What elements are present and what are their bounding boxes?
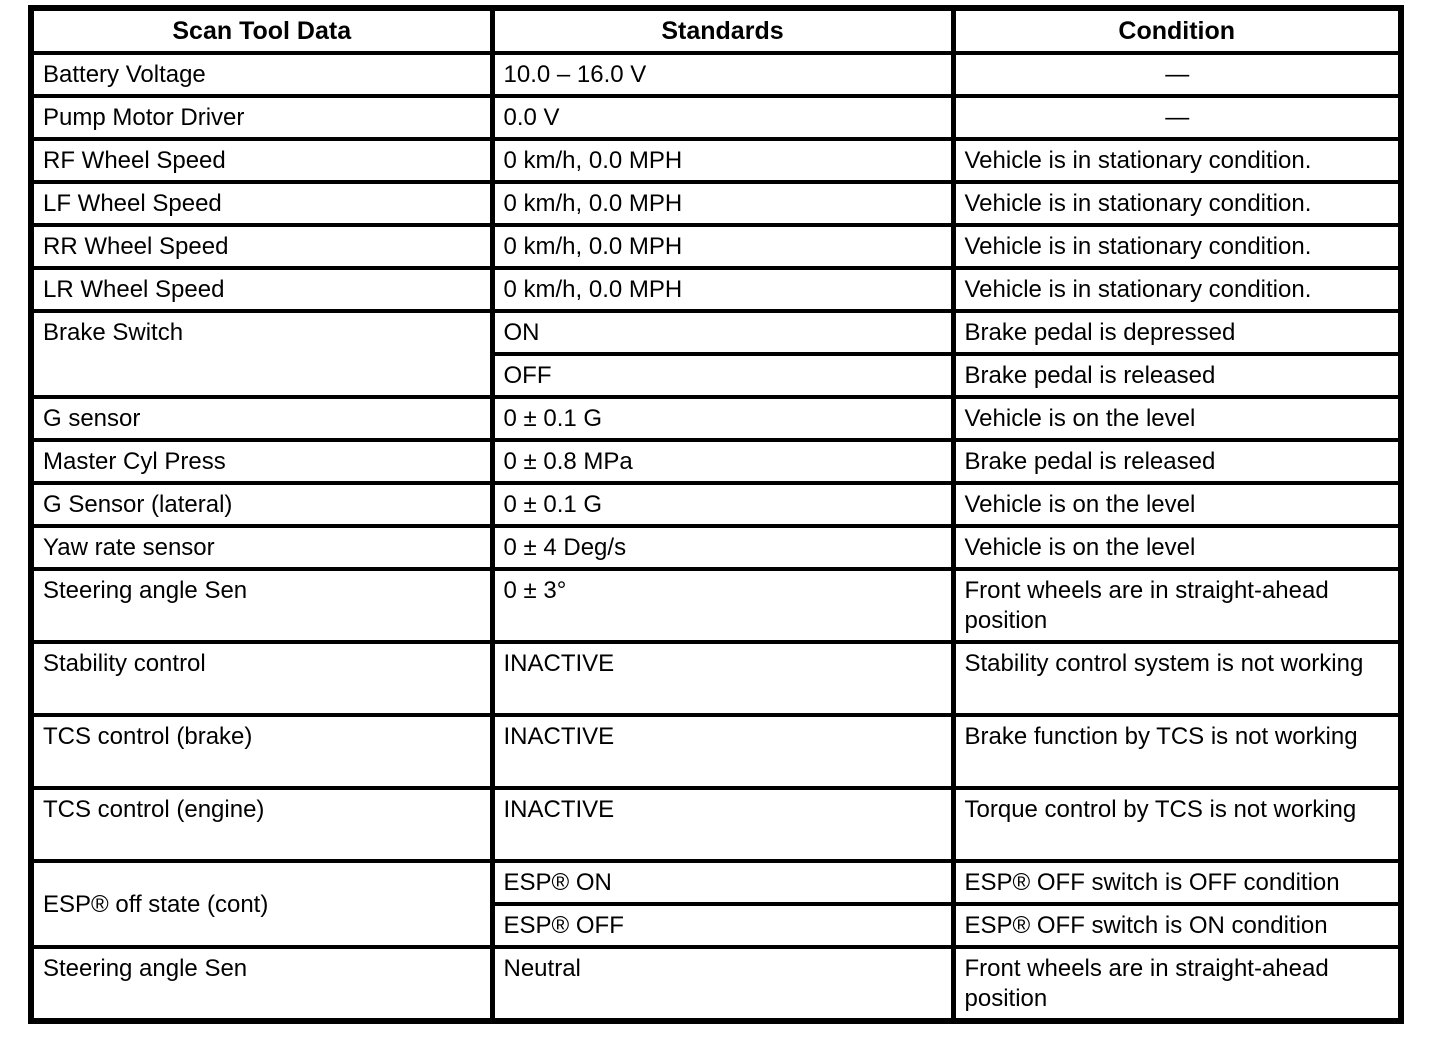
cell-standard: Neutral: [489, 945, 956, 1023]
cell-standard: 0 ± 0.1 G: [489, 395, 956, 442]
cell-data: TCS control (brake): [28, 713, 495, 790]
table-row-esp-off-state-off: ESP® OFF ESP® OFF switch is ON condition: [31, 902, 1404, 949]
table-row-lf-wheel-speed: LF Wheel Speed 0 km/h, 0.0 MPH Vehicle i…: [28, 180, 1404, 227]
cell-condition: Front wheels are in straight-ahead posit…: [950, 945, 1404, 1023]
header-standards: Standards: [489, 6, 956, 55]
scan-tool-data-table: Scan Tool Data Standards Condition Batte…: [28, 5, 1404, 1024]
cell-standard: ESP® OFF: [489, 902, 956, 949]
cell-condition: Brake pedal is released: [950, 352, 1404, 399]
cell-standard: OFF: [489, 352, 956, 399]
header-condition: Condition: [950, 6, 1404, 55]
cell-condition: Torque control by TCS is not working: [950, 786, 1404, 863]
table-row-brake-switch-off: OFF Brake pedal is released: [31, 352, 1404, 399]
table-row-battery-voltage: Battery Voltage 10.0 – 16.0 V —: [28, 51, 1404, 98]
table-row-g-sensor: G sensor 0 ± 0.1 G Vehicle is on the lev…: [28, 395, 1404, 442]
table-header-row: Scan Tool Data Standards Condition: [28, 6, 1404, 55]
cell-condition: Vehicle is on the level: [950, 524, 1404, 571]
cell-condition: Vehicle is in stationary condition.: [950, 137, 1404, 184]
cell-standard: 0 km/h, 0.0 MPH: [489, 266, 956, 313]
table-row-esp-off-state-on: ESP® off state (cont) ESP® ON ESP® OFF s…: [28, 859, 1404, 949]
table-row-steering-angle-sen: Steering angle Sen 0 ± 3° Front wheels a…: [28, 567, 1404, 644]
cell-condition: Vehicle is in stationary condition.: [950, 223, 1404, 270]
cell-data: Battery Voltage: [28, 51, 495, 98]
cell-data: RR Wheel Speed: [28, 223, 495, 270]
cell-condition: Vehicle is in stationary condition.: [950, 180, 1404, 227]
cell-condition: Vehicle is on the level: [950, 481, 1404, 528]
table-row-brake-switch-on: Brake Switch ON Brake pedal is depressed: [28, 309, 1404, 399]
cell-data: TCS control (engine): [28, 786, 495, 863]
table-row-master-cyl-press: Master Cyl Press 0 ± 0.8 MPa Brake pedal…: [28, 438, 1404, 485]
table-row-yaw-rate-sensor: Yaw rate sensor 0 ± 4 Deg/s Vehicle is o…: [28, 524, 1404, 571]
table-row-pump-motor-driver: Pump Motor Driver 0.0 V —: [28, 94, 1404, 141]
header-scan-tool-data: Scan Tool Data: [28, 6, 495, 55]
cell-data: LF Wheel Speed: [28, 180, 495, 227]
cell-data: Master Cyl Press: [28, 438, 495, 485]
cell-standard: 0 ± 0.8 MPa: [489, 438, 956, 485]
table-row-lr-wheel-speed: LR Wheel Speed 0 km/h, 0.0 MPH Vehicle i…: [28, 266, 1404, 313]
cell-standard: ESP® ON: [489, 859, 956, 906]
cell-data: G Sensor (lateral): [28, 481, 495, 528]
table-row-g-sensor-lateral: G Sensor (lateral) 0 ± 0.1 G Vehicle is …: [28, 481, 1404, 528]
cell-condition: Vehicle is on the level: [950, 395, 1404, 442]
cell-data: Yaw rate sensor: [28, 524, 495, 571]
cell-standard: INACTIVE: [489, 786, 956, 863]
cell-condition: Brake pedal is released: [950, 438, 1404, 485]
cell-condition: Front wheels are in straight-ahead posit…: [950, 567, 1404, 644]
cell-standard: 0 km/h, 0.0 MPH: [489, 223, 956, 270]
cell-data: G sensor: [28, 395, 495, 442]
cell-standard: 0 km/h, 0.0 MPH: [489, 137, 956, 184]
table-row-stability-control: Stability control INACTIVE Stability con…: [28, 640, 1404, 717]
cell-data: LR Wheel Speed: [28, 266, 495, 313]
cell-condition: Stability control system is not working: [950, 640, 1404, 717]
cell-data: Stability control: [28, 640, 495, 717]
table-row-rr-wheel-speed: RR Wheel Speed 0 km/h, 0.0 MPH Vehicle i…: [28, 223, 1404, 270]
cell-data: Brake Switch: [28, 309, 495, 399]
cell-condition: —: [950, 51, 1404, 98]
cell-data: RF Wheel Speed: [28, 137, 495, 184]
cell-standard: 0 ± 4 Deg/s: [489, 524, 956, 571]
cell-condition: Vehicle is in stationary condition.: [950, 266, 1404, 313]
cell-standard: ON: [489, 309, 956, 356]
cell-standard: 10.0 – 16.0 V: [489, 51, 956, 98]
cell-condition: ESP® OFF switch is OFF condition: [950, 859, 1404, 906]
cell-standard: INACTIVE: [489, 713, 956, 790]
cell-standard: 0 ± 0.1 G: [489, 481, 956, 528]
cell-data: Steering angle Sen: [28, 945, 495, 1023]
cell-condition: Brake pedal is depressed: [950, 309, 1404, 356]
table-row-rf-wheel-speed: RF Wheel Speed 0 km/h, 0.0 MPH Vehicle i…: [28, 137, 1404, 184]
table-row-tcs-control-brake: TCS control (brake) INACTIVE Brake funct…: [28, 713, 1404, 790]
cell-condition: ESP® OFF switch is ON condition: [950, 902, 1404, 949]
table-row-steering-angle-sen-neutral: Steering angle Sen Neutral Front wheels …: [28, 945, 1404, 1023]
cell-standard: 0 km/h, 0.0 MPH: [489, 180, 956, 227]
cell-data: Pump Motor Driver: [28, 94, 495, 141]
cell-data: ESP® off state (cont): [28, 859, 495, 949]
cell-standard: 0 ± 3°: [489, 567, 956, 644]
cell-condition: Brake function by TCS is not working: [950, 713, 1404, 790]
cell-standard: INACTIVE: [489, 640, 956, 717]
cell-standard: 0.0 V: [489, 94, 956, 141]
cell-data: Steering angle Sen: [28, 567, 495, 644]
cell-condition: —: [950, 94, 1404, 141]
table-row-tcs-control-engine: TCS control (engine) INACTIVE Torque con…: [28, 786, 1404, 863]
